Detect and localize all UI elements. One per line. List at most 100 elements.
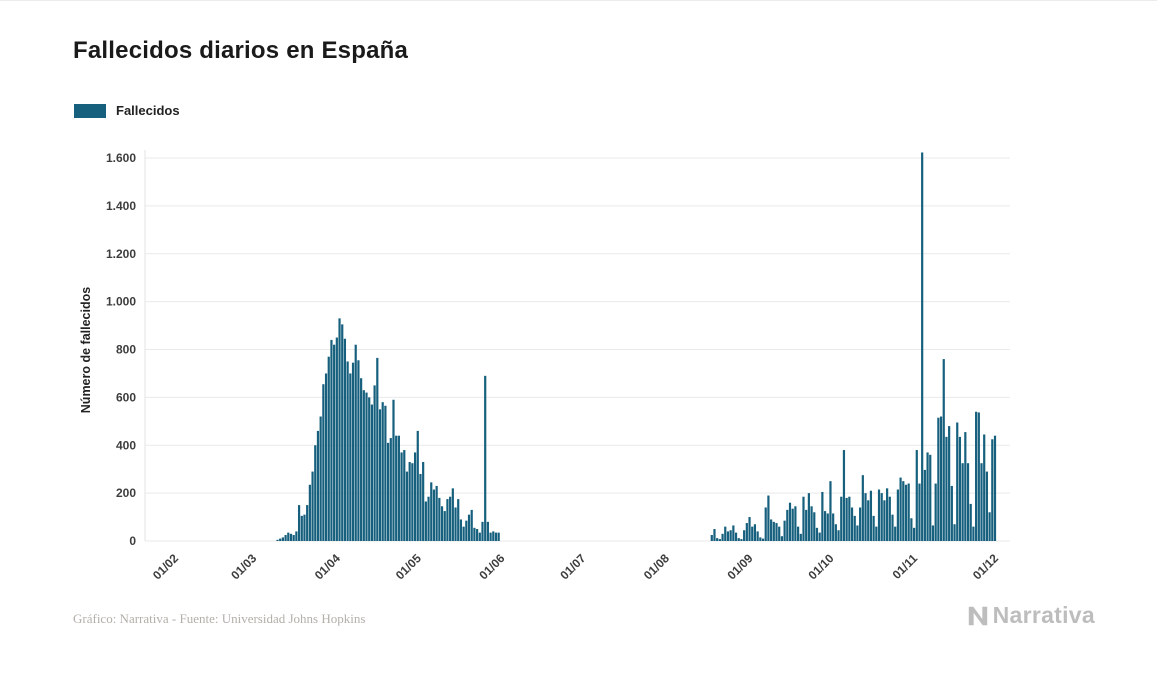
bar[interactable] bbox=[780, 536, 784, 541]
bar[interactable] bbox=[980, 463, 983, 541]
bar[interactable] bbox=[279, 538, 282, 541]
bar[interactable] bbox=[945, 436, 948, 541]
bar[interactable] bbox=[969, 503, 972, 541]
bar[interactable] bbox=[492, 531, 495, 541]
bar[interactable] bbox=[926, 452, 929, 541]
bar[interactable] bbox=[985, 471, 989, 541]
bar[interactable] bbox=[392, 399, 395, 541]
bar[interactable] bbox=[446, 499, 449, 541]
bar[interactable] bbox=[937, 417, 940, 541]
bar[interactable] bbox=[370, 404, 374, 541]
bar[interactable] bbox=[902, 481, 905, 541]
bar[interactable] bbox=[904, 484, 908, 541]
bar[interactable] bbox=[837, 530, 840, 541]
bar[interactable] bbox=[815, 527, 819, 541]
bar[interactable] bbox=[740, 539, 743, 541]
bar[interactable] bbox=[419, 473, 422, 541]
bar[interactable] bbox=[972, 526, 975, 541]
bar[interactable] bbox=[794, 506, 797, 541]
bar[interactable] bbox=[303, 514, 306, 541]
bar[interactable] bbox=[494, 532, 498, 541]
bar[interactable] bbox=[362, 390, 365, 541]
bar[interactable] bbox=[845, 497, 848, 541]
bar[interactable] bbox=[430, 482, 433, 541]
bar[interactable] bbox=[457, 499, 460, 541]
bar[interactable] bbox=[713, 529, 716, 541]
bar[interactable] bbox=[888, 496, 891, 541]
bar[interactable] bbox=[349, 373, 352, 541]
bar[interactable] bbox=[489, 532, 492, 541]
bar[interactable] bbox=[716, 538, 719, 541]
bar[interactable] bbox=[397, 435, 400, 541]
bar[interactable] bbox=[292, 535, 295, 541]
bar[interactable] bbox=[751, 526, 754, 541]
bar[interactable] bbox=[942, 359, 945, 541]
bar[interactable] bbox=[338, 318, 341, 541]
bar[interactable] bbox=[386, 442, 390, 541]
bar[interactable] bbox=[333, 344, 336, 541]
bar[interactable] bbox=[734, 532, 738, 541]
bar-chart-canvas[interactable]: 0 200 400 600 800 1.000 1.200 1.400 1.600 01/02 01… bbox=[0, 1, 1157, 601]
bar[interactable] bbox=[818, 532, 821, 541]
bar[interactable] bbox=[300, 515, 303, 541]
bar[interactable] bbox=[991, 439, 994, 541]
bar[interactable] bbox=[381, 402, 384, 541]
bar[interactable] bbox=[886, 488, 889, 541]
bar[interactable] bbox=[330, 339, 333, 541]
bar[interactable] bbox=[761, 538, 765, 541]
bar[interactable] bbox=[788, 502, 792, 541]
bar[interactable] bbox=[459, 519, 463, 541]
bar[interactable] bbox=[378, 409, 382, 541]
bar[interactable] bbox=[880, 493, 883, 542]
bar[interactable] bbox=[842, 450, 846, 541]
bar[interactable] bbox=[934, 483, 937, 541]
bar[interactable] bbox=[867, 500, 870, 541]
bar[interactable] bbox=[343, 338, 347, 541]
bar[interactable] bbox=[753, 524, 757, 541]
bar[interactable] bbox=[438, 497, 441, 541]
bar[interactable] bbox=[983, 434, 986, 541]
bar[interactable] bbox=[484, 375, 487, 541]
bar[interactable] bbox=[899, 477, 902, 541]
bar[interactable] bbox=[802, 496, 805, 541]
bar[interactable] bbox=[724, 526, 727, 541]
bar[interactable] bbox=[416, 430, 419, 541]
bar[interactable] bbox=[476, 529, 479, 541]
bar[interactable] bbox=[875, 526, 878, 541]
bar[interactable] bbox=[921, 152, 924, 542]
bar[interactable] bbox=[440, 506, 444, 541]
bar[interactable] bbox=[764, 507, 767, 541]
bar[interactable] bbox=[856, 525, 859, 541]
bar[interactable] bbox=[861, 475, 864, 541]
bar[interactable] bbox=[929, 454, 932, 541]
bar[interactable] bbox=[832, 513, 835, 541]
bar[interactable] bbox=[840, 496, 843, 541]
bar[interactable] bbox=[786, 509, 789, 541]
bar[interactable] bbox=[931, 525, 935, 541]
bar[interactable] bbox=[810, 506, 813, 541]
bar[interactable] bbox=[756, 531, 759, 541]
bar[interactable] bbox=[775, 523, 778, 541]
bar[interactable] bbox=[850, 507, 854, 541]
bar[interactable] bbox=[346, 361, 349, 541]
bar[interactable] bbox=[961, 463, 964, 541]
bar[interactable] bbox=[783, 520, 786, 541]
bar[interactable] bbox=[975, 411, 978, 541]
bar[interactable] bbox=[864, 493, 867, 542]
bar[interactable] bbox=[322, 384, 325, 541]
bar[interactable] bbox=[821, 491, 824, 541]
bar[interactable] bbox=[964, 432, 967, 541]
bar[interactable] bbox=[759, 537, 762, 541]
bar[interactable] bbox=[988, 512, 991, 541]
bar[interactable] bbox=[449, 496, 452, 541]
bar[interactable] bbox=[950, 485, 953, 541]
bar[interactable] bbox=[956, 422, 959, 541]
bar[interactable] bbox=[823, 511, 827, 541]
bar[interactable] bbox=[791, 508, 794, 541]
bar[interactable] bbox=[807, 493, 810, 542]
bar[interactable] bbox=[721, 533, 724, 541]
bar[interactable] bbox=[324, 373, 328, 541]
bar[interactable] bbox=[465, 520, 468, 541]
bar[interactable] bbox=[327, 356, 330, 541]
bar[interactable] bbox=[316, 430, 320, 541]
